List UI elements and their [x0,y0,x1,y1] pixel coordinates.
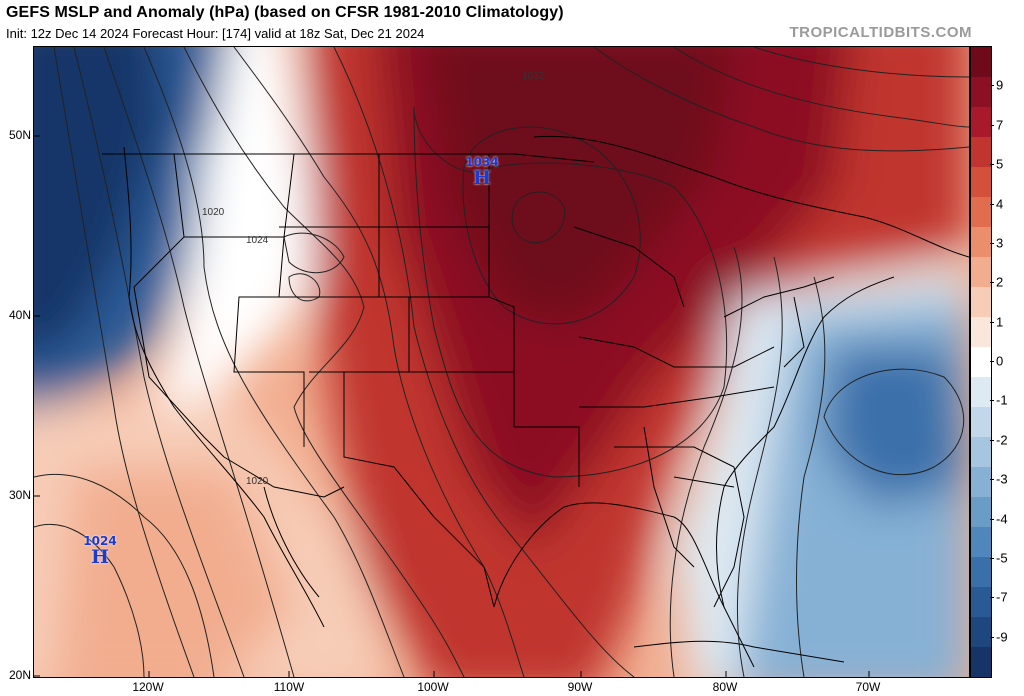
contour-label: 1024 [246,235,269,246]
colorbar-segment [971,227,991,257]
map-panel: 1032 1020 1024 1020 [33,46,970,678]
contour-label: 1020 [202,207,225,218]
chart-title: GEFS MSLP and Anomaly (hPa) (based on CF… [6,4,564,21]
colorbar-tick [990,321,994,323]
colorbar-label: 3 [996,235,1004,251]
colorbar-tick [990,636,994,638]
chart-subtitle: Init: 12z Dec 14 2024 Forecast Hour: [17… [6,26,425,41]
lon-label: 100W [417,680,449,694]
colorbar-tick [990,557,994,559]
colorbar-tick [990,361,994,362]
colorbar-segment [971,167,991,197]
colorbar-segment [971,587,991,617]
colorbar-label: 9 [996,77,1004,93]
colorbar-segment [971,557,991,587]
colorbar-segment [971,47,991,77]
anomaly-map: 1032 1020 1024 1020 [34,47,969,677]
colorbar-label: -2 [996,432,1008,448]
high-center-symbol: H [91,546,109,568]
colorbar-segment [971,407,991,437]
lat-label: 50N [8,128,31,142]
colorbar-tick [990,400,994,402]
colorbar-segment [971,317,991,347]
colorbar-segment [971,647,991,677]
lon-label: 90W [567,680,593,694]
colorbar-segment [971,257,991,287]
high-center-symbol: H [473,167,491,189]
colorbar-label: 5 [996,156,1004,172]
colorbar-label: -5 [996,550,1008,566]
colorbar-segment [971,77,991,107]
colorbar-label: 7 [996,117,1004,133]
colorbar-label: -3 [996,471,1008,487]
colorbar-label: 0 [996,353,1004,369]
colorbar-segment [971,467,991,497]
colorbar-segment [971,527,991,557]
colorbar-segment [971,137,991,167]
isobar-contours [34,47,969,677]
anomaly-field [34,47,969,677]
colorbar-tick [990,164,994,166]
colorbar-tick [990,439,994,441]
colorbar-tick [990,85,994,87]
lat-label: 40N [8,308,31,322]
lon-label: 80W [712,680,738,694]
high-pressure-center: 1024 H [78,534,122,568]
colorbar-segment [971,437,991,467]
colorbar-segment [971,377,991,407]
colorbar-segment [971,497,991,527]
contour-label: 1032 [522,71,545,82]
high-center-value: 1024 [83,534,117,548]
contour-label: 1020 [246,476,269,487]
lon-label: 120W [132,680,164,694]
coastlines [123,135,969,668]
colorbar-tick [990,242,994,244]
colorbar-label: 1 [996,314,1004,330]
contour-label-group: 1032 1020 1024 1020 [202,71,545,487]
colorbar-label: 2 [996,274,1004,290]
lon-label: 70W [855,680,881,694]
political-borders [102,153,835,608]
colorbar-label: -9 [996,629,1008,645]
frame-ticks [34,135,870,677]
colorbar-tick [990,597,994,599]
colorbar-label: -4 [996,511,1008,526]
brand-watermark: TROPICALTIDBITS.COM [789,24,972,41]
colorbar-tick [990,282,994,284]
colorbar [970,46,992,678]
colorbar-tick [990,518,994,520]
colorbar-label: 4 [996,196,1004,211]
colorbar-segment [971,287,991,317]
colorbar-label: -7 [996,589,1008,605]
colorbar-label: -1 [996,392,1008,408]
colorbar-segment [971,347,991,377]
colorbar-tick [990,124,994,126]
lat-label: 20N [8,668,31,682]
colorbar-segment [971,617,991,647]
colorbar-segment [971,107,991,137]
colorbar-tick [990,479,994,481]
colorbar-tick [990,203,994,205]
high-pressure-center: 1034 H [460,155,504,189]
lat-label: 30N [8,488,31,502]
lon-label: 110W [273,680,305,694]
high-center-value: 1034 [465,155,499,169]
colorbar-segment [971,197,991,227]
